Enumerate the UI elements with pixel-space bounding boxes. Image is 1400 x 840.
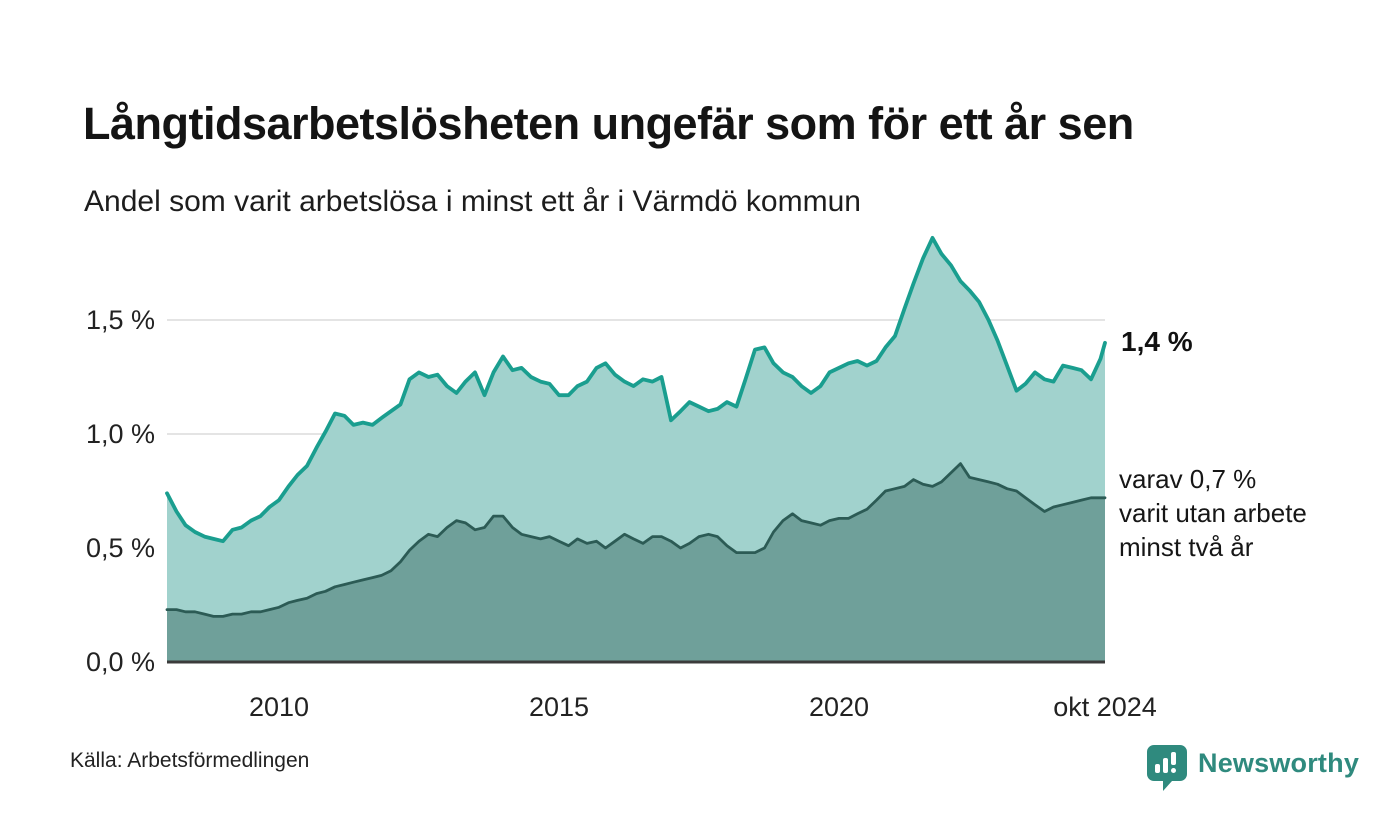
x-tick-label: 2010 (248, 692, 310, 722)
page-title: Långtidsarbetslösheten ungefär som för e… (83, 98, 1134, 150)
x-tick-label: 2020 (808, 692, 870, 722)
series-two-years-annotation: varav 0,7 % varit utan arbete minst två … (1119, 464, 1307, 562)
y-tick-label: 1,0 % (85, 419, 155, 449)
series-total-end-value-label: 1,4 % (1121, 326, 1193, 357)
y-tick-label: 0,5 % (85, 533, 155, 563)
x-tick-label: okt 2024 (1053, 692, 1157, 722)
y-tick-label: 1,5 % (85, 305, 155, 335)
source-note: Källa: Arbetsförmedlingen (70, 749, 310, 772)
area-series-two-years (167, 463, 1105, 662)
x-tick-label: 2015 (528, 692, 590, 722)
brand-lockup: Newsworthy (1146, 744, 1359, 797)
brand-name: Newsworthy (1198, 748, 1360, 778)
line-series-total (165, 236, 1107, 544)
page-subtitle: Andel som varit arbetslösa i minst ett å… (84, 185, 861, 218)
y-tick-label: 0,0 % (85, 647, 155, 677)
line-series-two-years (165, 462, 1107, 618)
newsworthy-logo-icon (1146, 744, 1188, 797)
